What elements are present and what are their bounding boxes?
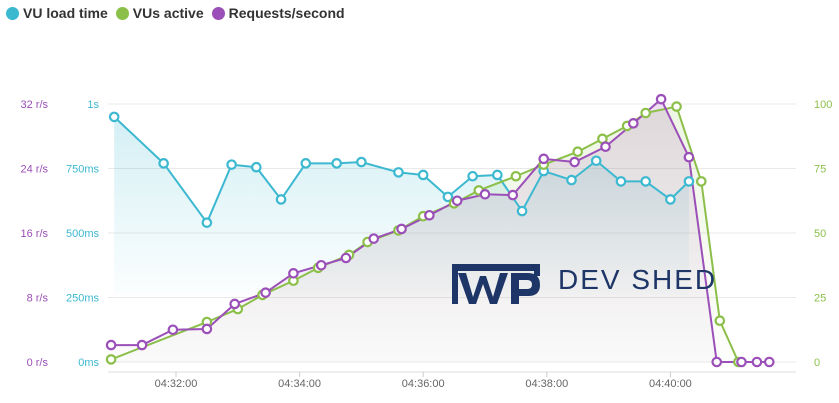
point-vu-load-time-3[interactable]	[226, 159, 237, 170]
legend-item-vu-load-time[interactable]: VU load time	[6, 5, 108, 21]
x-tick-2: 04:36:00	[402, 378, 445, 390]
point-vu-load-time-6[interactable]	[300, 158, 312, 169]
x-tick-1: 04:34:00	[278, 378, 321, 390]
point-requests-second-13[interactable]	[479, 189, 491, 200]
y-tick-reqs-4: 32 r/s	[20, 99, 48, 111]
point-vu-load-time-1[interactable]	[158, 158, 169, 169]
point-vu-load-time-9[interactable]	[393, 167, 404, 178]
legend-label-vus-active: VUs active	[132, 5, 204, 21]
point-vu-load-time-20[interactable]	[665, 194, 676, 205]
point-vu-load-time-13[interactable]	[492, 169, 503, 181]
point-requests-second-21[interactable]	[711, 356, 723, 368]
point-vu-load-time-12[interactable]	[467, 170, 478, 182]
y-tick-reqs-2: 16 r/s	[20, 228, 48, 240]
point-vus-active-17[interactable]	[640, 107, 651, 119]
x-tick-3: 04:38:00	[525, 378, 568, 390]
y-tick-vus-2: 50	[814, 228, 826, 240]
point-requests-second-24[interactable]	[763, 356, 775, 368]
point-vu-load-time-14[interactable]	[516, 205, 528, 217]
point-vu-load-time-21[interactable]	[683, 176, 695, 187]
point-requests-second-12[interactable]	[451, 195, 463, 207]
legend-item-requests-second[interactable]: Requests/second	[211, 5, 345, 21]
point-requests-second-14[interactable]	[507, 189, 519, 201]
y-tick-load-3: 750ms	[66, 164, 100, 176]
point-requests-second-23[interactable]	[751, 356, 763, 368]
point-vus-active-0[interactable]	[105, 354, 117, 365]
point-vu-load-time-19[interactable]	[640, 176, 651, 187]
y-tick-load-4: 1s	[87, 99, 99, 111]
series-points	[105, 93, 775, 368]
point-vu-load-time-2[interactable]	[201, 217, 213, 228]
point-vu-load-time-16[interactable]	[566, 174, 577, 186]
point-vu-load-time-0[interactable]	[108, 111, 120, 123]
point-requests-second-11[interactable]	[424, 209, 435, 221]
axis-ticks: 0 r/s 8 r/s 16 r/s 24 r/s 32 r/s 0ms 250ms 500m…	[20, 99, 832, 390]
legend: VU load time VUs active Requests/second	[6, 5, 345, 21]
point-requests-second-9[interactable]	[368, 233, 380, 244]
point-vu-load-time-4[interactable]	[251, 161, 262, 173]
point-vu-load-time-18[interactable]	[615, 176, 627, 187]
x-tick-0: 04:32:00	[155, 378, 198, 390]
y-tick-load-1: 250ms	[66, 293, 100, 305]
y-tick-reqs-1: 8 r/s	[27, 293, 49, 305]
y-tick-load-0: 0ms	[78, 357, 99, 369]
point-requests-second-8[interactable]	[340, 252, 352, 264]
point-requests-second-16[interactable]	[569, 156, 580, 168]
legend-label-vu-load-time: VU load time	[23, 5, 108, 21]
line-vu-load-time	[113, 116, 690, 224]
point-requests-second-18[interactable]	[628, 118, 639, 129]
point-vus-active-19[interactable]	[695, 176, 707, 187]
point-vus-active-12[interactable]	[510, 170, 522, 182]
y-tick-reqs-0: 0 r/s	[27, 357, 49, 369]
point-vu-load-time-10[interactable]	[417, 169, 429, 181]
point-vu-load-time-17[interactable]	[590, 155, 602, 167]
legend-label-requests-second: Requests/second	[228, 5, 345, 21]
point-requests-second-6[interactable]	[288, 268, 299, 279]
point-requests-second-22[interactable]	[736, 356, 747, 368]
x-tick-4: 04:40:00	[649, 378, 692, 390]
wp-logo-icon	[452, 264, 540, 304]
point-requests-second-19[interactable]	[655, 93, 667, 105]
point-requests-second-5[interactable]	[260, 287, 271, 298]
watermark: DEV SHED	[452, 264, 717, 304]
watermark-text: DEV SHED	[558, 264, 717, 295]
y-tick-vus-1: 25	[814, 293, 826, 305]
point-requests-second-7[interactable]	[315, 259, 327, 271]
legend-dot-requests-second	[211, 6, 225, 20]
point-vu-load-time-11[interactable]	[442, 191, 454, 203]
point-requests-second-10[interactable]	[396, 223, 407, 235]
point-requests-second-20[interactable]	[683, 151, 695, 163]
point-vu-load-time-8[interactable]	[356, 156, 367, 168]
y-tick-vus-4: 100	[814, 99, 832, 111]
point-requests-second-15[interactable]	[538, 153, 550, 165]
y-tick-load-2: 500ms	[66, 228, 100, 240]
y-tick-reqs-3: 24 r/s	[20, 164, 48, 176]
y-tick-vus-0: 0	[814, 357, 820, 369]
point-requests-second-2[interactable]	[167, 324, 179, 336]
line-vus-active	[110, 105, 740, 363]
point-requests-second-0[interactable]	[105, 339, 117, 351]
point-requests-second-17[interactable]	[600, 141, 611, 153]
point-requests-second-4[interactable]	[229, 298, 241, 310]
point-vus-active-14[interactable]	[572, 146, 583, 158]
y-tick-vus-3: 75	[814, 164, 826, 176]
legend-item-vus-active[interactable]: VUs active	[115, 5, 204, 21]
point-vu-load-time-7[interactable]	[331, 158, 342, 169]
series-areas	[111, 99, 770, 362]
area-requests-second	[111, 99, 770, 362]
legend-dot-vus-active	[115, 6, 129, 20]
point-vus-active-20[interactable]	[714, 315, 726, 327]
point-requests-second-3[interactable]	[201, 323, 213, 335]
legend-dot-vu-load-time	[6, 6, 19, 20]
point-vu-load-time-5[interactable]	[275, 194, 287, 205]
point-vus-active-18[interactable]	[671, 101, 682, 112]
point-requests-second-1[interactable]	[136, 339, 148, 351]
